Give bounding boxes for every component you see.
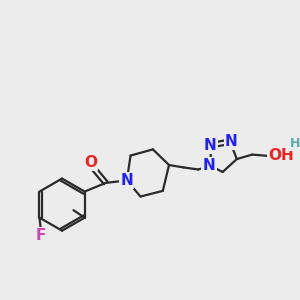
Text: O: O — [84, 155, 97, 170]
Text: F: F — [35, 228, 46, 243]
Text: N: N — [202, 158, 215, 173]
Text: N: N — [225, 134, 238, 149]
Text: H: H — [290, 137, 300, 150]
Text: OH: OH — [268, 148, 294, 163]
Text: N: N — [204, 138, 216, 153]
Text: N: N — [121, 173, 133, 188]
